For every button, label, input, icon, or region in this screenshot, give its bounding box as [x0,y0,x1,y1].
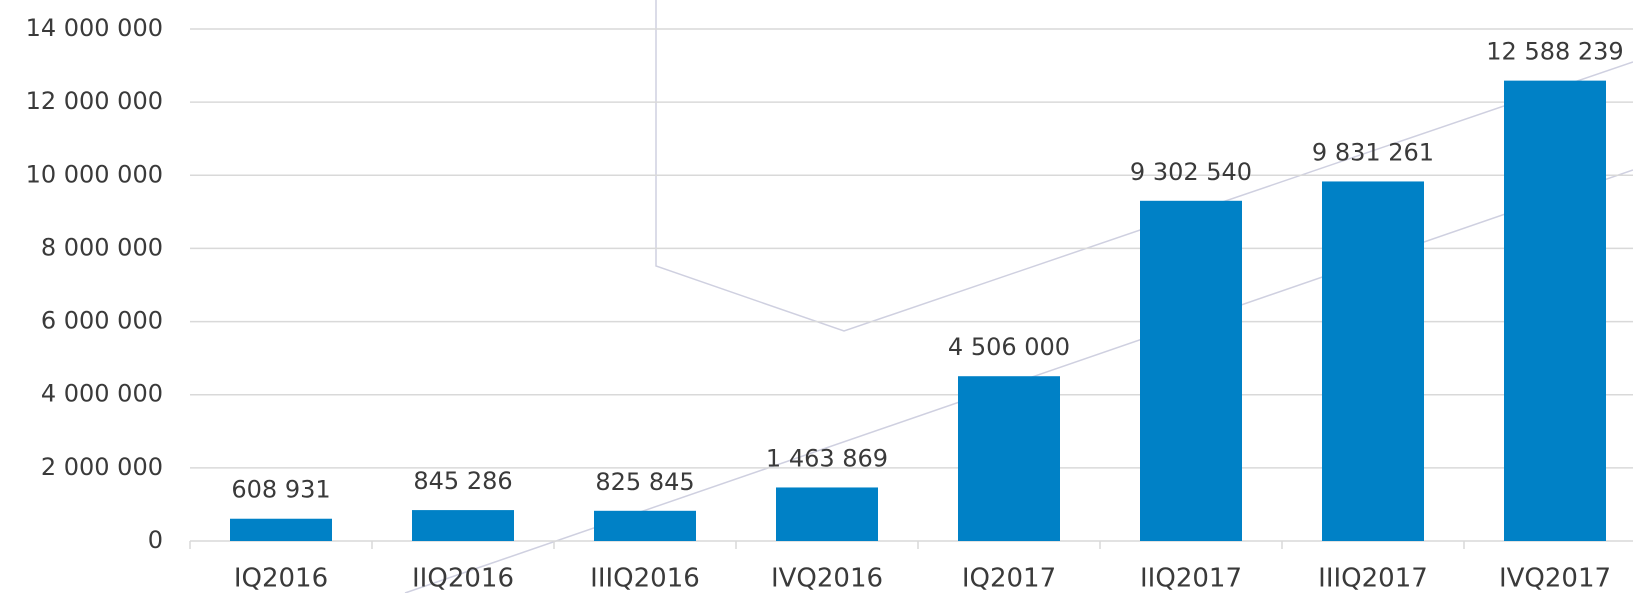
bar [594,510,696,541]
data-label: 845 286 [413,467,512,495]
data-label: 9 831 261 [1312,138,1434,166]
x-tick-label: IIQ2017 [1140,564,1242,593]
bar [1504,80,1606,541]
y-tick-label: 10 000 000 [26,160,163,188]
data-label: 4 506 000 [948,333,1070,361]
data-label: 608 931 [231,476,330,504]
x-tick-label: IIIQ2017 [1318,564,1428,593]
y-tick-label: 2 000 000 [41,453,163,481]
bar [230,518,332,541]
y-tick-label: 0 [148,526,163,554]
x-tick-label: IVQ2016 [771,564,883,593]
bar [776,487,878,541]
data-label: 825 845 [595,468,694,496]
bar [1322,181,1424,542]
x-tick-label: IIQ2016 [412,564,514,593]
data-label: 9 302 540 [1130,158,1252,186]
bar [958,376,1060,541]
data-label: 12 588 239 [1486,38,1623,66]
x-tick-label: IIIQ2016 [590,564,700,593]
bar [1140,200,1242,541]
y-tick-label: 6 000 000 [41,307,163,335]
decor-line [655,0,1633,332]
data-label: 1 463 869 [766,444,888,472]
y-tick-label: 4 000 000 [41,380,163,408]
bar [412,510,514,541]
x-tick-label: IQ2017 [962,564,1056,593]
y-tick-label: 12 000 000 [26,87,163,115]
y-tick-label: 14 000 000 [26,14,163,42]
x-tick-label: IVQ2017 [1499,564,1611,593]
x-tick-label: IQ2016 [234,564,328,593]
y-tick-label: 8 000 000 [41,233,163,261]
